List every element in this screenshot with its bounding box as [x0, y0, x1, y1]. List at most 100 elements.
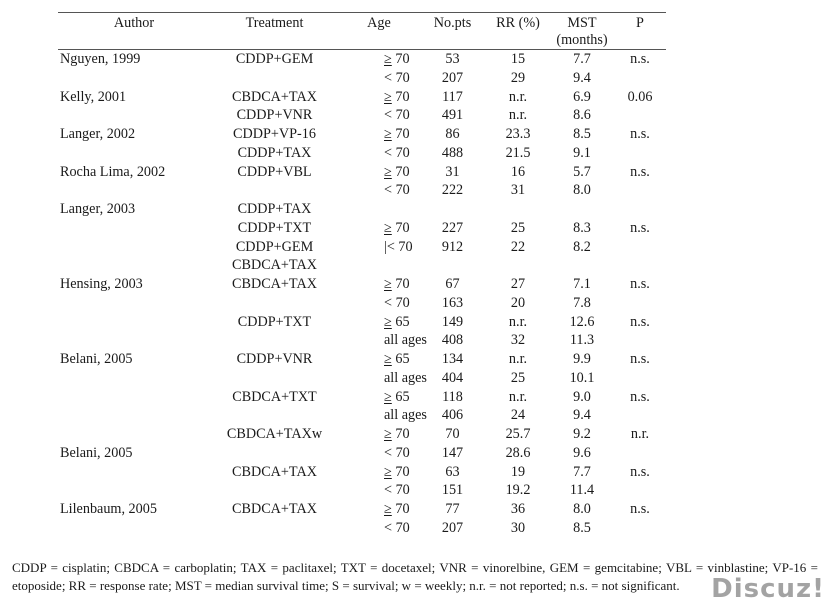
cell-mst: 9.4: [573, 69, 591, 86]
age-value: 70: [395, 276, 410, 292]
age-operator: ≥: [384, 463, 392, 480]
top-rule: [58, 12, 666, 13]
cell-rr: 23.3: [505, 126, 531, 142]
col-header-nopts: No.pts: [419, 15, 486, 50]
cell-nopts: 70: [445, 426, 460, 442]
cell-author: Belani, 2005: [60, 351, 133, 367]
cell-treatment: CDDP+TAX: [237, 144, 312, 161]
age-value: 70: [395, 182, 410, 199]
age-value: 70: [395, 144, 410, 161]
cell-mst: 9.1: [573, 144, 591, 161]
col-header-author: Author: [58, 15, 210, 50]
cell-age: < 70: [339, 144, 419, 163]
table-row: Belani, 2005 < 70 147 28.6 9.6: [58, 444, 666, 463]
cell-author: [58, 313, 210, 332]
cell-treatment: CDDP+VNR: [236, 107, 313, 124]
cell-treatment: [210, 369, 339, 388]
age-value: 70: [395, 501, 410, 517]
cell-rr: 28.6: [505, 444, 531, 461]
cell-author: [58, 144, 210, 163]
cell-mst: 9.6: [573, 444, 591, 461]
cell-p: [614, 406, 666, 425]
age-value: 70: [395, 163, 410, 180]
cell-treatment: CBDCA+TAX: [232, 257, 317, 274]
cell-author: Kelly, 2001: [60, 88, 127, 105]
cell-treatment: [210, 481, 339, 500]
cell-age: ≥ 70: [339, 163, 419, 182]
table-row: CBDCA+TAXw ≥ 70 70 25.7 9.2 n.r.: [58, 425, 666, 444]
age-operator: ≥: [384, 426, 392, 442]
cell-nopts: 118: [442, 388, 463, 405]
age-value: 70: [395, 126, 410, 142]
cell-nopts: 31: [445, 163, 460, 180]
age-value: 70: [395, 426, 410, 442]
cell-mst: 7.1: [573, 276, 591, 292]
cell-p: n.s.: [630, 219, 650, 236]
cell-nopts: 147: [441, 444, 464, 461]
cell-p: [614, 369, 666, 388]
cell-author: Belani, 2005: [60, 444, 133, 461]
cell-age: ≥ 70: [339, 500, 419, 519]
cell-age: all ages: [339, 406, 427, 425]
cell-mst: 8.3: [573, 219, 591, 236]
cell-age: < 70: [339, 481, 419, 500]
cell-author: [58, 69, 210, 88]
cell-rr: n.r.: [508, 107, 528, 124]
age-operator: <: [384, 444, 393, 461]
cell-p: n.s.: [630, 501, 650, 517]
cell-p: n.s.: [630, 163, 650, 180]
cell-treatment: CBDCA+TXT: [232, 388, 317, 405]
age-operator: <: [384, 482, 393, 499]
cell-rr: n.r.: [508, 388, 528, 405]
table-footnote: CDDP = cisplatin; CBDCA = carboplatin; T…: [12, 560, 818, 593]
table-body: Nguyen, 1999 CDDP+GEM ≥ 70 53 15 7.7 n.s. < 70 2…: [58, 50, 666, 538]
header-row: Author Treatment Age No.pts RR (%) MST (…: [58, 15, 666, 50]
age-value: 70: [395, 444, 410, 461]
age-value: 70: [395, 88, 410, 105]
cell-mst: 7.7: [573, 463, 591, 480]
cell-rr: 27: [510, 276, 526, 292]
cell-age: < 70: [339, 106, 419, 125]
table-row: CDDP+TXT ≥ 65 149 n.r. 12.6 n.s.: [58, 313, 666, 332]
cell-mst: 6.9: [573, 88, 591, 105]
cell-age: ≥ 70: [339, 425, 419, 444]
cell-author: Hensing, 2003: [60, 276, 143, 292]
cell-rr: 19.2: [505, 482, 531, 499]
age-operator: ≥: [384, 126, 392, 142]
cell-nopts: 408: [441, 332, 464, 349]
table-row: CDDP+VNR < 70 491 n.r. 8.6: [58, 106, 666, 125]
watermark-logo: Discuz!: [711, 574, 825, 604]
cell-author: [58, 331, 210, 350]
cell-mst: 12.6: [569, 313, 595, 330]
age-value: 70: [395, 463, 410, 480]
col-header-age: Age: [339, 15, 419, 50]
cell-p: [614, 106, 666, 125]
cell-nopts: 207: [441, 69, 464, 86]
age-value: 70: [395, 107, 410, 124]
table-row: Lilenbaum, 2005 CBDCA+TAX ≥ 70 77 36 8.0 n.s.: [58, 500, 666, 519]
cell-age: |< 70: [339, 238, 419, 257]
age-operator: |<: [384, 238, 395, 255]
cell-author: Nguyen, 1999: [60, 51, 141, 67]
cell-nopts: 163: [441, 294, 464, 311]
cell-nopts: 117: [442, 88, 463, 105]
age-operator: <: [384, 294, 393, 311]
cell-rr: n.r.: [508, 351, 528, 367]
cell-age: [339, 256, 419, 275]
cell-age: ≥ 70: [339, 125, 419, 144]
cell-treatment: [210, 294, 339, 313]
cell-author: [58, 481, 210, 500]
cell-author: [58, 238, 210, 257]
age-operator: <: [384, 107, 393, 124]
table-row: CBDCA+TAX ≥ 70 63 19 7.7 n.s.: [58, 463, 666, 482]
cell-treatment: CBDCA+TAX: [232, 463, 317, 480]
age-operator: ≥: [384, 51, 392, 67]
cell-rr: 29: [510, 69, 526, 86]
age-operator: ≥: [384, 351, 392, 367]
cell-mst: 7.7: [573, 51, 591, 67]
cell-p: n.s.: [630, 388, 650, 405]
cell-mst: 8.5: [573, 519, 591, 536]
cell-author: Rocha Lima, 2002: [60, 163, 166, 180]
cell-treatment: CBDCA+TAX: [232, 88, 317, 105]
cell-rr: [486, 256, 550, 275]
